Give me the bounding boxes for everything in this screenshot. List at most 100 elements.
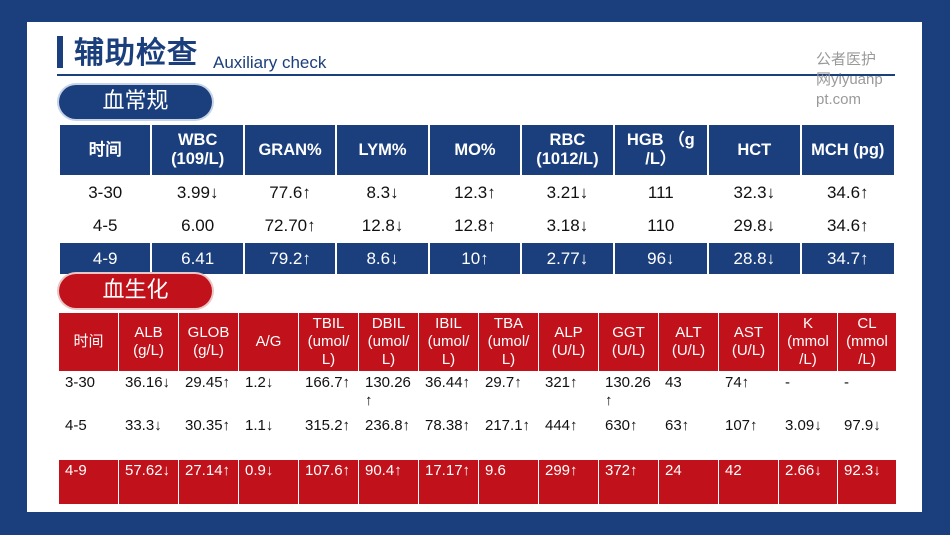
- cell-value: 321↑: [545, 374, 578, 391]
- table-cell: 10↑: [427, 241, 523, 276]
- cell-value: 78.38↑: [425, 417, 471, 434]
- table-cell: 3.99↓: [150, 175, 245, 210]
- cell-value: 33.3↓: [125, 417, 162, 434]
- table-cell: 321↑: [538, 371, 599, 415]
- cell-value: 29.7↑: [485, 374, 522, 391]
- table-cell: 130.26↑: [598, 371, 659, 415]
- cell-value: 166.7↑: [305, 374, 351, 391]
- table-cell: 299↑: [538, 459, 599, 505]
- table-cell: 8.6↓: [335, 241, 430, 276]
- blood-routine-table: 时间 WBC (109/L) GRAN% LYM% MO% RBC (1012/…: [57, 123, 896, 276]
- cell-value: 4-5: [65, 417, 87, 434]
- table-cell: 17.17↑: [418, 459, 479, 505]
- cell-value: 372↑: [605, 462, 638, 479]
- col-header: WBC (109/L): [150, 123, 245, 177]
- col-header: 时间: [57, 123, 153, 177]
- table-header-row: 时间 ALB (g/L) GLOB (g/L) A/G TBIL (umol/ …: [58, 312, 897, 372]
- table-cell: 4-5: [57, 208, 153, 243]
- table-cell: 217.1↑: [478, 414, 539, 460]
- cell-value: -: [844, 374, 849, 391]
- cell-value: 29.45↑: [185, 374, 231, 391]
- cell-value: 4-9: [65, 462, 87, 479]
- table-cell: 372↑: [598, 459, 659, 505]
- biochemistry-table: 时间 ALB (g/L) GLOB (g/L) A/G TBIL (umol/ …: [58, 312, 897, 505]
- table-cell: 29.8↓: [707, 208, 802, 243]
- table-row: 4-9 57.62↓ 27.14↑ 0.9↓ 107.6↑ 90.4↑ 17.17↑ 9.6 2…: [58, 459, 897, 505]
- table-cell: -: [778, 371, 838, 415]
- col-header: GLOB (g/L): [178, 312, 239, 372]
- table-row: 3-30 3.99↓ 77.6↑ 8.3↓ 12.3↑ 3.21↓ 111 32.3↓ 34.6…: [57, 175, 896, 210]
- table-cell: 92.3↓: [837, 459, 897, 505]
- table-cell: 33.3↓: [118, 414, 179, 460]
- cell-value: 9.6: [485, 462, 506, 479]
- table-row: 4-9 6.41 79.2↑ 8.6↓ 10↑ 2.77↓ 96↓ 28.8↓ 34.7↑: [57, 241, 896, 276]
- cell-value: 236.8↑: [365, 417, 411, 434]
- cell-value: 3-30: [65, 374, 96, 391]
- col-header: TBIL (umol/ L): [298, 312, 359, 372]
- cell-value: -: [785, 374, 790, 391]
- col-header: TBA (umol/ L): [478, 312, 539, 372]
- col-header: MO%: [427, 123, 523, 177]
- col-header: LYM%: [335, 123, 430, 177]
- cell-value: 217.1↑: [485, 417, 531, 434]
- table-cell: 34.7↑: [799, 241, 896, 276]
- cell-value: 42: [725, 462, 742, 479]
- page-subtitle: Auxiliary check: [213, 53, 327, 72]
- col-header: ALP (U/L): [538, 312, 599, 372]
- col-header: MCH (pg): [799, 123, 896, 177]
- table-cell: 74↑: [718, 371, 779, 415]
- table-cell: 24: [658, 459, 719, 505]
- cell-value: 1.2↓: [245, 374, 274, 391]
- table-cell: 36.44↑: [418, 371, 479, 415]
- col-header: HGB （g /L）: [612, 123, 710, 177]
- table-cell: 43: [658, 371, 719, 415]
- blood-routine-label: 血常规: [59, 85, 212, 119]
- table-cell: 3-30: [58, 371, 119, 415]
- table-cell: 4-5: [58, 414, 119, 460]
- table-cell: 90.4↑: [358, 459, 419, 505]
- table-cell: 6.41: [150, 241, 245, 276]
- cell-value: 1.1↓: [245, 417, 274, 434]
- table-cell: 78.38↑: [418, 414, 479, 460]
- cell-value: 24: [665, 462, 682, 479]
- table-cell: 42: [718, 459, 779, 505]
- col-header: GRAN%: [242, 123, 338, 177]
- cell-value: 444↑: [545, 417, 578, 434]
- table-cell: 12.8↓: [335, 208, 430, 243]
- title-accent-bar: [57, 36, 63, 68]
- table-row: 4-5 6.00 72.70↑ 12.8↓ 12.8↑ 3.18↓ 110 29.8↓ 34.6…: [57, 208, 896, 243]
- table-cell: 29.45↑: [178, 371, 239, 415]
- table-cell: 34.6↑: [799, 175, 896, 210]
- col-header: ALT (U/L): [658, 312, 719, 372]
- cell-value: 74↑: [725, 374, 750, 391]
- table-cell: 630↑: [598, 414, 659, 460]
- cell-value: 3.09↓: [785, 417, 822, 434]
- table-cell: 27.14↑: [178, 459, 239, 505]
- table-row: 4-5 33.3↓ 30.35↑ 1.1↓ 315.2↑ 236.8↑ 78.38↑ 217.…: [58, 414, 897, 460]
- table-cell: 1.2↓: [238, 371, 299, 415]
- table-header-row: 时间 WBC (109/L) GRAN% LYM% MO% RBC (1012/…: [57, 123, 896, 177]
- cell-value: 97.9↓: [844, 417, 881, 434]
- col-header: CL (mmol /L): [837, 312, 897, 372]
- cell-value: 90.4↑: [365, 462, 402, 479]
- cell-value: 36.44↑: [425, 374, 471, 391]
- table-cell: 36.16↓: [118, 371, 179, 415]
- table-cell: 0.9↓: [238, 459, 299, 505]
- cell-value: 130.26↑: [605, 374, 651, 409]
- table-cell: 8.3↓: [335, 175, 430, 210]
- col-header: DBIL (umol/ L): [358, 312, 419, 372]
- table-row: 3-30 36.16↓ 29.45↑ 1.2↓ 166.7↑ 130.26↑ 36.44↑ 2…: [58, 371, 897, 415]
- cell-value: 299↑: [545, 462, 578, 479]
- table-cell: 1.1↓: [238, 414, 299, 460]
- table-cell: 6.00: [150, 208, 245, 243]
- cell-value: 63↑: [665, 417, 690, 434]
- col-header: HCT: [707, 123, 802, 177]
- table-cell: 107.6↑: [298, 459, 359, 505]
- cell-value: 17.17↑: [425, 462, 471, 479]
- biochemistry-label: 血生化: [59, 274, 212, 308]
- table-cell: 130.26↑: [358, 371, 419, 415]
- table-cell: 63↑: [658, 414, 719, 460]
- col-header: 时间: [58, 312, 119, 372]
- slide: 辅助检查 Auxiliary check 公者医护网yiyuanppt.com …: [27, 22, 922, 512]
- col-header: RBC (1012/L): [520, 123, 615, 177]
